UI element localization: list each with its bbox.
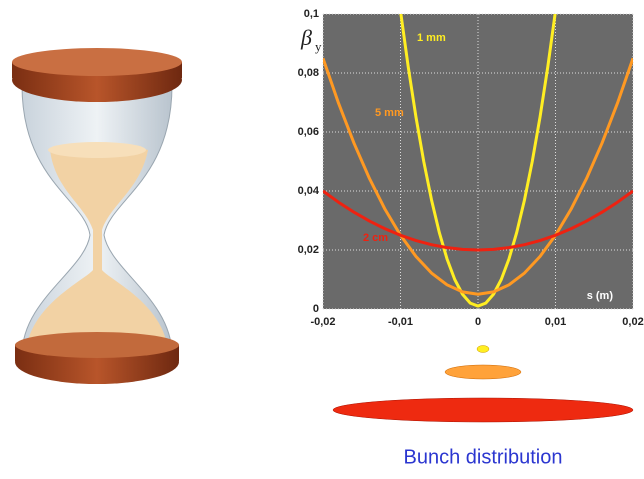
x-tick-label: 0 (475, 316, 481, 328)
x-tick-label: 0,02 (622, 316, 643, 328)
y-tick-label: 0,04 (298, 185, 320, 197)
y-tick-label: 0,02 (298, 244, 319, 256)
y-tick-label: 0,1 (304, 8, 319, 20)
x-axis-label: s (m) (587, 290, 614, 302)
page: Bunch distribution β y s (m) 0 0,02 0,04 0,… (0, 0, 644, 474)
series-label: 1 mm (417, 32, 446, 44)
caption: Bunch distribution (404, 446, 563, 468)
series-label: 2 cm (363, 232, 388, 244)
x-tick-label: -0,01 (388, 316, 413, 328)
x-tick-label: -0,02 (310, 316, 335, 328)
bunch-shapes (333, 346, 633, 423)
y-axis-label-sub: y (315, 39, 322, 54)
y-tick-label: 0 (313, 303, 319, 315)
y-tick-label: 0,08 (298, 67, 319, 79)
y-axis-label: β (300, 25, 312, 50)
x-tick-label: 0,01 (545, 316, 566, 328)
hourglass (12, 48, 182, 384)
series-label: 5 mm (375, 107, 404, 119)
y-tick-label: 0,06 (298, 126, 319, 138)
